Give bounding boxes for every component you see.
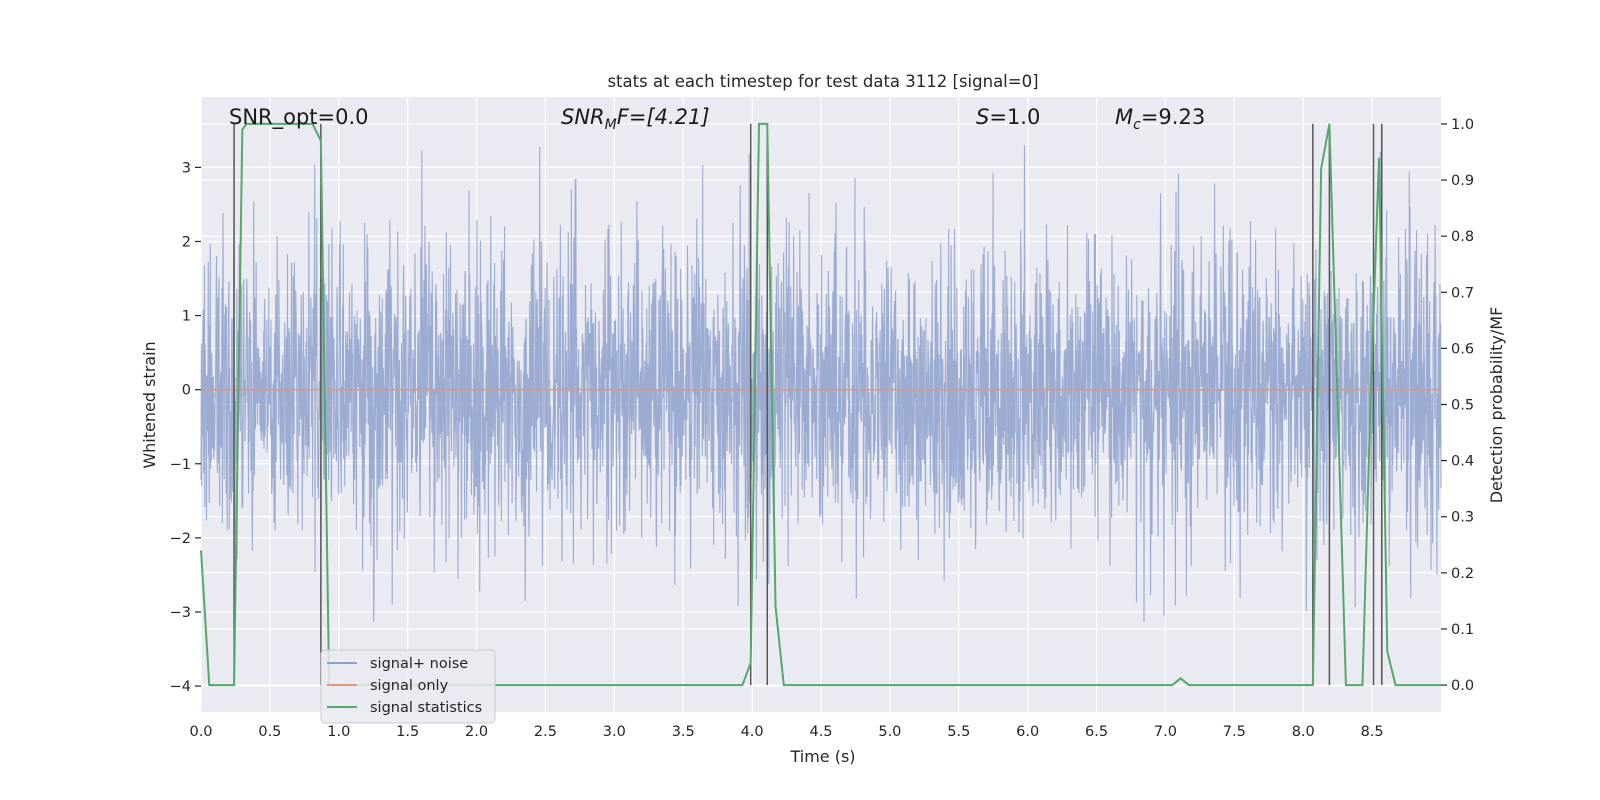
x-tick-label: 8.0 — [1292, 724, 1315, 740]
x-tick-label: 3.0 — [603, 724, 626, 740]
x-tick-label: 4.5 — [809, 724, 832, 740]
annotation-mc-base: M — [1115, 105, 1133, 129]
annotation-snr-mf-tail: F=[4.21] — [617, 105, 710, 129]
signal-plus-noise-line — [200, 145, 1442, 622]
annotation-s-value: =1.0 — [989, 105, 1040, 129]
x-axis-ticks: 0.0 0.5 1.0 1.5 2.0 2.5 3.0 3.5 4.0 4.5 5.0 5.5 6.0 6… — [189, 724, 1383, 740]
annotation-mc: Mc=9.23 — [1115, 105, 1205, 133]
y-tick-label: 3 — [182, 160, 191, 176]
y2-tick-label: 0.5 — [1451, 398, 1474, 414]
x-tick-label: 6.0 — [1016, 724, 1039, 740]
annotation-snr-mf-base: SNR — [561, 105, 605, 129]
x-tick-label: 7.0 — [1154, 724, 1177, 740]
y-tick-label: −3 — [170, 605, 191, 621]
legend-box — [320, 649, 496, 724]
signal-statistics-series — [200, 122, 1441, 687]
y-tick-label: 2 — [182, 234, 191, 250]
annotation-snr-opt: SNR_opt=0.0 — [229, 105, 369, 130]
annotation-s-var: S — [976, 105, 989, 129]
annotation-snr-mf-sub: M — [605, 117, 617, 133]
y-axis-ticks: 3 2 1 0 −1 −2 −3 −4 — [170, 160, 201, 695]
y2-tick-label: 0.6 — [1451, 341, 1474, 357]
y-axis-label: Whitened strain — [140, 341, 159, 468]
x-tick-label: 8.5 — [1361, 724, 1384, 740]
x-tick-label: 0.0 — [189, 724, 212, 740]
y2-tick-label: 0.0 — [1451, 678, 1474, 694]
y-tick-label: 0 — [182, 383, 191, 399]
x-tick-label: 5.5 — [947, 724, 970, 740]
y2-tick-label: 0.1 — [1451, 622, 1474, 638]
y2-tick-label: 0.9 — [1451, 173, 1474, 189]
legend-label-signal: signal only — [370, 678, 449, 694]
legend: signal+ noise signal only signal statist… — [320, 649, 496, 724]
y-tick-label: −1 — [170, 457, 191, 473]
legend-label-noise: signal+ noise — [370, 656, 468, 672]
x-tick-label: 2.5 — [534, 724, 557, 740]
x-tick-label: 1.5 — [396, 724, 419, 740]
x-tick-label: 3.5 — [672, 724, 695, 740]
y2-tick-label: 0.7 — [1451, 285, 1474, 301]
y-tick-label: −2 — [170, 531, 191, 547]
y2-tick-label: 1.0 — [1451, 117, 1474, 133]
y2-tick-label: 0.8 — [1451, 229, 1474, 245]
annotation-s: S=1.0 — [976, 105, 1040, 129]
chart-title: stats at each timestep for test data 311… — [607, 72, 1038, 91]
y2-tick-label: 0.3 — [1451, 510, 1474, 526]
x-tick-label: 4.0 — [741, 724, 764, 740]
x-tick-label: 0.5 — [258, 724, 281, 740]
x-tick-label: 1.0 — [327, 724, 350, 740]
annotation-mc-sub: c — [1133, 117, 1141, 133]
x-axis-label: Time (s) — [789, 747, 855, 766]
y2-tick-label: 0.2 — [1451, 566, 1474, 582]
y2-axis-label: Detection probability/MF — [1487, 307, 1506, 504]
y2-tick-label: 0.4 — [1451, 454, 1474, 470]
annotation-snr-mf: SNRMF=[4.21] — [561, 105, 710, 133]
signal-plus-noise-series — [200, 145, 1442, 622]
vertical-markers — [233, 123, 1383, 686]
x-tick-label: 5.0 — [878, 724, 901, 740]
y2-axis-ticks: 1.0 0.9 0.8 0.7 0.6 0.5 0.4 0.3 0.2 0.1 0.0 — [1441, 117, 1474, 694]
y-tick-label: 1 — [182, 309, 191, 325]
signal-statistics-line — [200, 122, 1441, 687]
annotation-mc-value: =9.23 — [1141, 105, 1205, 129]
x-tick-label: 6.5 — [1085, 724, 1108, 740]
x-tick-label: 7.5 — [1223, 724, 1246, 740]
legend-label-stats: signal statistics — [370, 700, 482, 716]
y-tick-label: −4 — [170, 679, 191, 695]
x-tick-label: 2.0 — [465, 724, 488, 740]
